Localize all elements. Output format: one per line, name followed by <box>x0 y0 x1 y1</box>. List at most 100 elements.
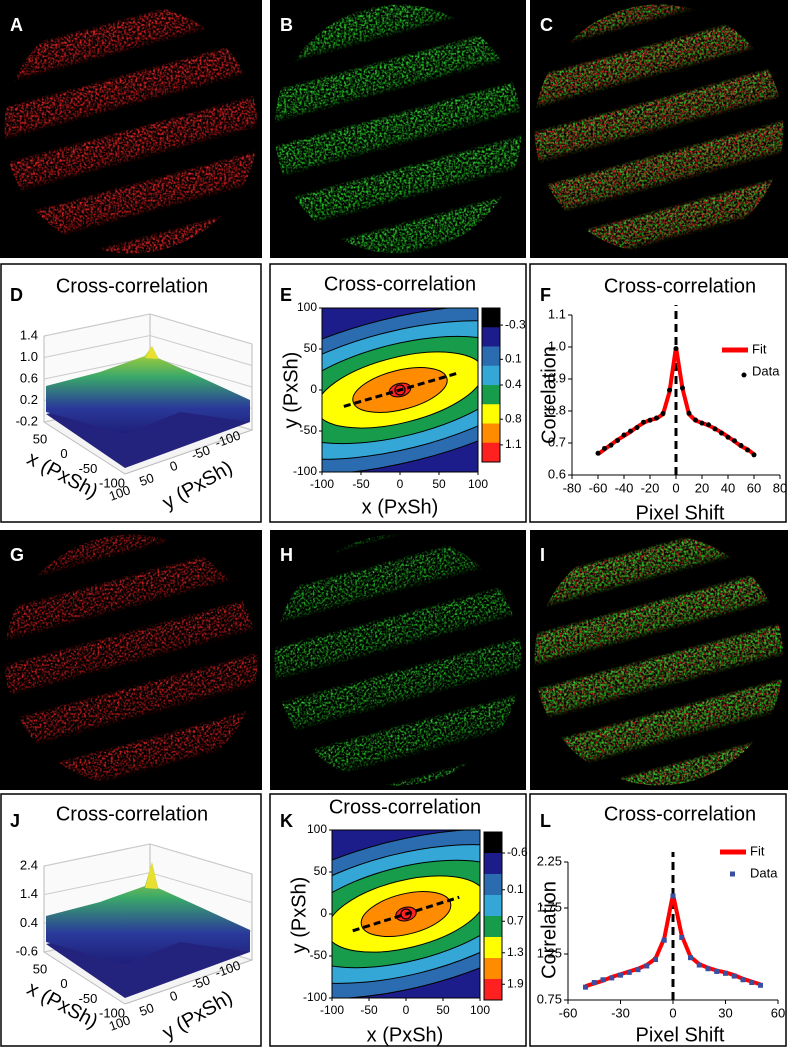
legend-swatch <box>741 372 747 378</box>
data-point <box>644 963 650 969</box>
x-tick-label: 0 <box>672 480 679 495</box>
legend-label: Data <box>752 363 780 378</box>
data-point <box>595 450 601 456</box>
chart-title: Cross-correlation <box>324 273 476 295</box>
y-tick-label: 0.75 <box>537 991 562 1006</box>
colorbar-segment <box>482 404 500 424</box>
panel-letter: A <box>10 15 23 35</box>
x-tick-label: -100 <box>320 1003 344 1017</box>
data-point <box>732 438 737 444</box>
y-tick-label: 50 <box>304 341 318 355</box>
grid-line <box>43 843 253 875</box>
x-axis-label: x (PxSh) <box>362 496 439 518</box>
y-tick-label: 0.7 <box>548 434 566 449</box>
y-tick-label: 50 <box>137 470 156 489</box>
colorbar-segment <box>482 442 500 463</box>
x-tick-label: 50 <box>432 477 446 491</box>
panel-letter: H <box>280 545 293 565</box>
data-point <box>670 893 676 899</box>
chart-title: Cross-correlation <box>604 275 756 297</box>
y-tick-label: -100 <box>303 990 327 1004</box>
surface-peak <box>145 346 158 359</box>
data-point <box>634 425 640 431</box>
colorbar-tick-label: 0.7 <box>507 913 524 927</box>
x-tick-label: -80 <box>563 480 582 495</box>
x-tick-label: 100 <box>468 477 488 491</box>
x-tick-label: -100 <box>99 475 125 490</box>
data-point <box>740 977 746 983</box>
panel-letter: K <box>280 811 293 831</box>
x-tick-label: 60 <box>771 1005 785 1020</box>
colorbar-segment <box>482 308 500 328</box>
data-point <box>591 980 597 986</box>
x-tick-label: -100 <box>99 1005 125 1020</box>
y-tick-label: 0 <box>320 906 327 920</box>
data-point <box>706 422 711 428</box>
data-point <box>696 962 702 968</box>
chart-title: Cross-correlation <box>56 275 208 297</box>
data-point <box>608 442 614 448</box>
micrograph-red <box>0 0 262 258</box>
y-tick-label: -50 <box>189 442 212 463</box>
colorbar-segment <box>484 979 502 1001</box>
x-tick-label: 100 <box>470 1003 490 1017</box>
y-tick-label: 0 <box>168 458 180 475</box>
x-tick-label: -50 <box>79 461 98 476</box>
data-point <box>725 434 731 440</box>
colorbar-segment <box>484 958 502 980</box>
x-tick-label: 50 <box>33 431 47 446</box>
data-point <box>647 417 653 423</box>
colorbar-tick-label: 0.1 <box>505 352 522 366</box>
data-point <box>609 975 615 981</box>
x-axis-label: Pixel Shift <box>636 1024 725 1046</box>
y-tick-label: 50 <box>314 864 328 878</box>
y-tick-label: 0.8 <box>548 402 566 417</box>
colorbar-tick-label: 1.3 <box>507 945 524 959</box>
y-axis-label: y (PxSh) <box>280 352 302 429</box>
data-point <box>602 445 607 451</box>
x-axis-label: Pixel Shift <box>636 502 725 524</box>
colorbar-segment <box>482 365 500 386</box>
peak-marker <box>400 908 412 920</box>
x-tick-label: 0 <box>403 1003 410 1017</box>
panel-letter: I <box>540 545 545 565</box>
micrographs <box>0 0 788 790</box>
data-point <box>660 411 666 417</box>
y-tick-label: 100 <box>107 482 133 504</box>
y-tick-label: 1.1 <box>548 306 566 321</box>
x-tick-label: -50 <box>352 477 370 491</box>
data-point <box>749 980 755 986</box>
x-tick-label: -50 <box>360 1003 378 1017</box>
data-point <box>680 385 685 391</box>
legend-swatch <box>730 871 735 877</box>
z-tick-label: 0.2 <box>20 392 38 407</box>
panel-frames <box>0 263 787 1047</box>
colorbar-segment <box>484 832 502 854</box>
y-tick-label: 0 <box>310 382 317 396</box>
x-tick-label: 20 <box>695 480 709 495</box>
y-tick-label: 1.75 <box>537 899 562 914</box>
colorbar-segment <box>484 853 502 875</box>
x-tick-label: -100 <box>310 477 334 491</box>
micrograph-merge <box>530 530 788 790</box>
data-point <box>688 955 693 961</box>
colorbar-tick-label: -0.6 <box>507 845 528 859</box>
micrograph-red <box>0 530 262 790</box>
data-point <box>719 430 724 436</box>
x-tick-label: 80 <box>773 480 787 495</box>
y-tick-label: 0 <box>168 988 180 1005</box>
chart-title: Cross-correlation <box>329 796 481 818</box>
colorbar-tick-label: 1.1 <box>505 437 522 451</box>
micrograph-green <box>270 0 526 258</box>
z-tick-label: 0.4 <box>20 915 38 930</box>
colorbar-segment <box>484 874 502 896</box>
y-axis-label: Correlation <box>538 881 560 979</box>
x-axis-label: x (PxSh) <box>367 1024 444 1046</box>
x-tick-label: -60 <box>559 1005 578 1020</box>
surface-peak <box>145 862 158 889</box>
peak-marker <box>394 384 406 396</box>
data-point <box>738 443 744 449</box>
colorbar-tick-label: 1.9 <box>507 976 524 990</box>
x-tick-label: 40 <box>721 480 735 495</box>
